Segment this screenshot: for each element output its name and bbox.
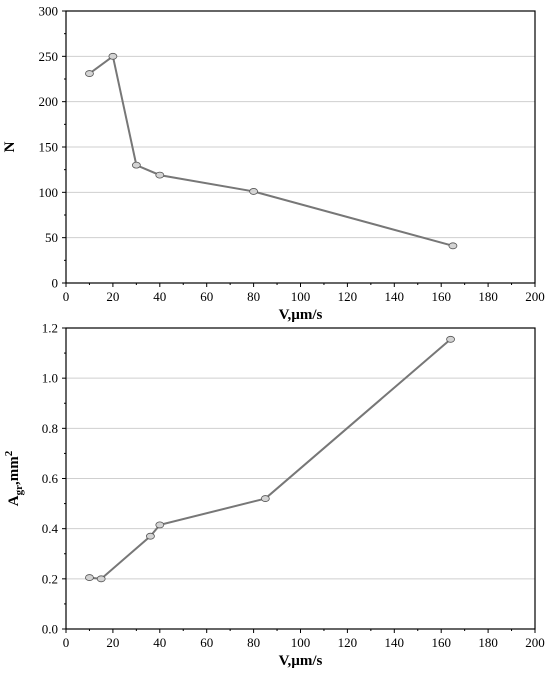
x-tick-label: 160 [431,289,451,304]
x-tick-label: 160 [431,635,451,650]
y-tick-label: 100 [39,185,59,200]
y-axis-title-superscript: 2 [3,450,15,456]
x-tick-label: 20 [106,289,119,304]
y-axis-title-main: A [6,495,22,506]
x-tick-label: 100 [291,635,311,650]
data-point [249,188,259,195]
x-tick-label: 80 [247,635,260,650]
y-axis-title-subscript: gr [13,485,25,496]
data-point [155,521,165,529]
y-tick-label: 50 [45,230,58,245]
x-tick-label: 120 [338,635,358,650]
data-point [96,575,106,583]
y-axis-title: N [2,141,18,152]
y-axis-title-unit: ,mm [6,456,22,485]
series-line [89,338,452,580]
data-point [85,70,94,77]
data-point [108,52,118,60]
x-tick-label: 180 [478,289,498,304]
x-tick-label: 180 [478,635,498,650]
x-tick-label: 200 [525,289,545,304]
data-point [155,171,165,179]
x-tick-label: 80 [247,289,260,304]
x-tick-label: 140 [385,289,405,304]
y-tick-label: 1.2 [42,321,58,336]
x-tick-label: 120 [338,289,358,304]
data-point [131,161,141,169]
x-tick-label: 40 [153,289,166,304]
data-point [260,495,270,502]
x-tick-label: 0 [63,635,70,650]
x-axis-title: V,µm/s [279,653,323,669]
y-tick-label: 150 [39,140,59,155]
x-tick-label: 100 [291,289,311,304]
y-tick-label: 0 [52,276,59,291]
data-point [85,574,94,581]
y-tick-label: 0.2 [42,571,58,586]
y-tick-label: 0.4 [42,521,59,536]
x-tick-label: 40 [153,635,166,650]
y-tick-label: 300 [39,4,59,19]
y-tick-label: 0.8 [42,421,58,436]
series-line [88,54,454,247]
chart-1: 0 50 100 150 200 250 300 0 20 40 60 80 100 120 140 160 1… [2,4,545,324]
x-axis-title: V,µm/s [279,307,323,323]
x-tick-label: 0 [63,289,70,304]
chart-2: 0.0 0.2 0.4 0.6 0.8 1.0 1.2 0 20 40 60 80 100 120 140 1… [3,321,545,670]
y-tick-label: 0.6 [42,471,59,486]
x-tick-label: 200 [525,635,545,650]
data-point [448,242,458,250]
y-tick-label: 0.0 [42,622,58,637]
y-tick-label: 250 [39,49,59,64]
y-axis-title: Agr,mm2 [3,450,25,506]
x-tick-label: 60 [200,289,213,304]
x-tick-label: 20 [106,635,119,650]
x-tick-label: 140 [385,635,405,650]
y-tick-label: 1.0 [42,371,58,386]
data-point [146,532,155,540]
x-tick-label: 60 [200,635,213,650]
y-tick-label: 200 [39,94,59,109]
data-point [446,335,455,343]
